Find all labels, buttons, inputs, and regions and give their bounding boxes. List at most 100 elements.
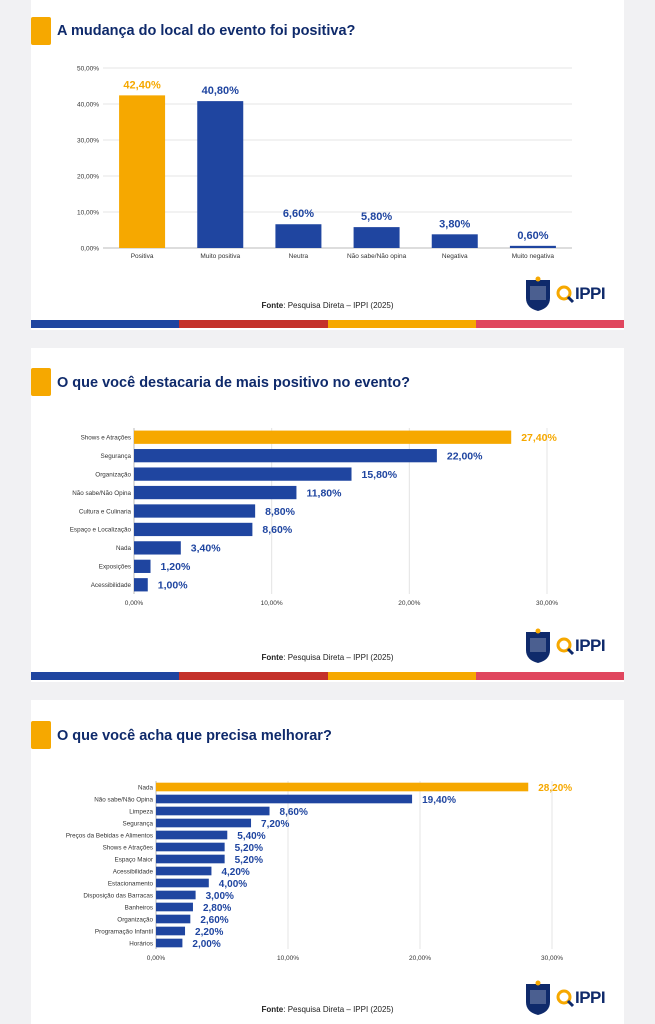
bar: [275, 224, 322, 248]
chart-card-local-change: A mudança do local do evento foi positiv…: [31, 0, 624, 330]
bar: [156, 878, 209, 888]
data-label: 3,00%: [206, 891, 234, 902]
y-tick-label: 40,00%: [77, 102, 99, 109]
bar: [431, 234, 478, 248]
data-label: 4,20%: [221, 867, 249, 878]
x-tick-label: 0,00%: [125, 600, 144, 607]
bar: [134, 449, 437, 463]
bar: [134, 485, 297, 500]
category-label: Acessibilidade: [91, 582, 132, 589]
magnifier-icon: [556, 989, 575, 1008]
bar: [197, 101, 244, 249]
bar: [156, 914, 191, 924]
magnifier-icon: [556, 637, 575, 656]
data-label: 5,80%: [361, 211, 392, 223]
data-label: 2,00%: [192, 939, 220, 950]
data-label: 22,00%: [447, 450, 483, 462]
bar: [156, 866, 212, 876]
category-label: Shows e Atrações: [81, 435, 131, 442]
chart-title: O que você destacaria de mais positivo n…: [57, 375, 410, 391]
data-label: 42,40%: [123, 79, 161, 91]
title-accent-bar: [31, 17, 51, 45]
x-tick-label: 10,00%: [277, 955, 299, 962]
x-tick-label: 20,00%: [398, 600, 420, 607]
category-label: Cultura e Culinaria: [79, 508, 132, 515]
category-label: Segurança: [123, 820, 154, 827]
category-label: Banheiros: [125, 904, 153, 911]
y-tick-label: 10,00%: [77, 210, 99, 217]
logo-text: IPPI: [575, 636, 606, 655]
logo-text: IPPI: [575, 284, 606, 303]
bar: [156, 782, 529, 792]
data-label: 3,40%: [191, 543, 221, 555]
data-label: 8,60%: [262, 524, 292, 536]
x-tick-label: 30,00%: [541, 955, 563, 962]
bar: [156, 830, 228, 840]
bar: [509, 245, 556, 248]
bar: [156, 926, 186, 936]
x-tick-label: Muito positiva: [200, 253, 240, 260]
x-tick-label: Não sabe/Não opina: [347, 253, 407, 260]
category-label: Disposição das Barracas: [83, 892, 153, 899]
category-label: Shows e Atrações: [103, 844, 153, 851]
data-label: 8,60%: [280, 807, 308, 818]
category-label: Espaço e Localização: [70, 527, 132, 534]
data-label: 4,00%: [219, 879, 247, 890]
shield-icon: [526, 276, 550, 311]
data-label: 1,00%: [158, 580, 188, 592]
category-label: Limpeza: [129, 808, 153, 815]
category-label: Estacionamento: [108, 880, 154, 887]
data-label: 6,60%: [283, 208, 314, 220]
source-note: Fonte: Pesquisa Direta – IPPI (2025): [261, 653, 394, 662]
chart-title: A mudança do local do evento foi positiv…: [57, 23, 356, 39]
category-label: Espaço Maior: [115, 856, 154, 863]
bar: [353, 227, 400, 248]
data-label: 1,20%: [161, 561, 191, 573]
data-label: 11,80%: [306, 487, 342, 499]
bar: [134, 559, 151, 573]
bar: [134, 504, 256, 518]
color-stripe: [31, 672, 624, 680]
chart-title: O que você acha que precisa melhorar?: [57, 728, 332, 744]
category-label: Não sabe/Não Opina: [94, 796, 153, 803]
magnifier-icon: [556, 285, 575, 304]
category-label: Nada: [116, 545, 132, 552]
data-label: 7,20%: [261, 819, 289, 830]
bar: [156, 794, 413, 804]
vertical-bar-chart: 0,00% 10,00% 20,00% 30,00% 40,00% 50,00% 42,40…: [77, 66, 572, 260]
category-label: Acessibilidade: [113, 868, 154, 875]
bar: [156, 842, 225, 852]
bar: [156, 818, 252, 828]
y-tick-label: 30,00%: [77, 138, 99, 145]
x-tick-label: 0,00%: [147, 955, 166, 962]
bar: [134, 467, 352, 481]
ippi-logo: IPPI: [523, 980, 619, 1020]
bar: [156, 890, 196, 900]
bar: [156, 902, 193, 912]
source-note: Fonte: Pesquisa Direta – IPPI (2025): [261, 301, 394, 310]
y-tick-label: 50,00%: [77, 66, 99, 73]
category-label: Exposições: [99, 564, 131, 571]
color-stripe: [31, 320, 624, 328]
bar: [134, 541, 181, 555]
bar: [134, 430, 512, 444]
horizontal-bar-chart: 0,00% 10,00% 20,00% 30,00% Nada 28,20% Não sab…: [66, 781, 572, 962]
x-tick-label: Positiva: [131, 253, 154, 260]
shield-icon: [526, 980, 550, 1015]
x-tick-label: 30,00%: [536, 600, 558, 607]
chart-card-positive-highlights: O que você destacaria de mais positivo n…: [31, 348, 624, 682]
y-tick-label: 0,00%: [81, 246, 100, 253]
x-tick-label: Muito negativa: [512, 253, 555, 260]
bar: [156, 854, 225, 864]
bar: [119, 95, 166, 248]
data-label: 5,20%: [235, 855, 263, 866]
category-label: Nada: [138, 784, 154, 791]
category-label: Segurança: [101, 453, 132, 460]
data-label: 0,60%: [517, 230, 548, 242]
bar: [156, 938, 183, 948]
x-tick-label: Neutra: [289, 253, 309, 260]
chart-card-needs-improvement: O que você acha que precisa melhorar? 0,…: [31, 700, 624, 1024]
ippi-logo: IPPI: [523, 628, 619, 668]
ippi-logo: IPPI: [523, 276, 619, 316]
data-label: 5,40%: [237, 831, 265, 842]
